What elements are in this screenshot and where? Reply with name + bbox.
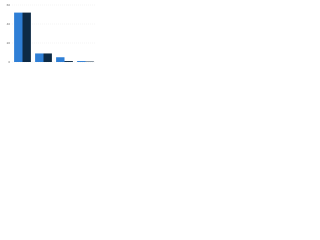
bar [64, 61, 73, 62]
bar [35, 53, 44, 62]
y-tick-label: 40 [7, 22, 11, 26]
bar [56, 57, 65, 62]
bar [77, 61, 86, 62]
y-tick-label: 60 [7, 3, 11, 7]
bar [22, 12, 31, 63]
bar [14, 12, 23, 63]
y-tick-label: 0 [8, 60, 10, 64]
y-tick-label: 20 [7, 41, 11, 45]
chart: 0 20 40 60 [7, 3, 96, 64]
bar [43, 53, 52, 62]
